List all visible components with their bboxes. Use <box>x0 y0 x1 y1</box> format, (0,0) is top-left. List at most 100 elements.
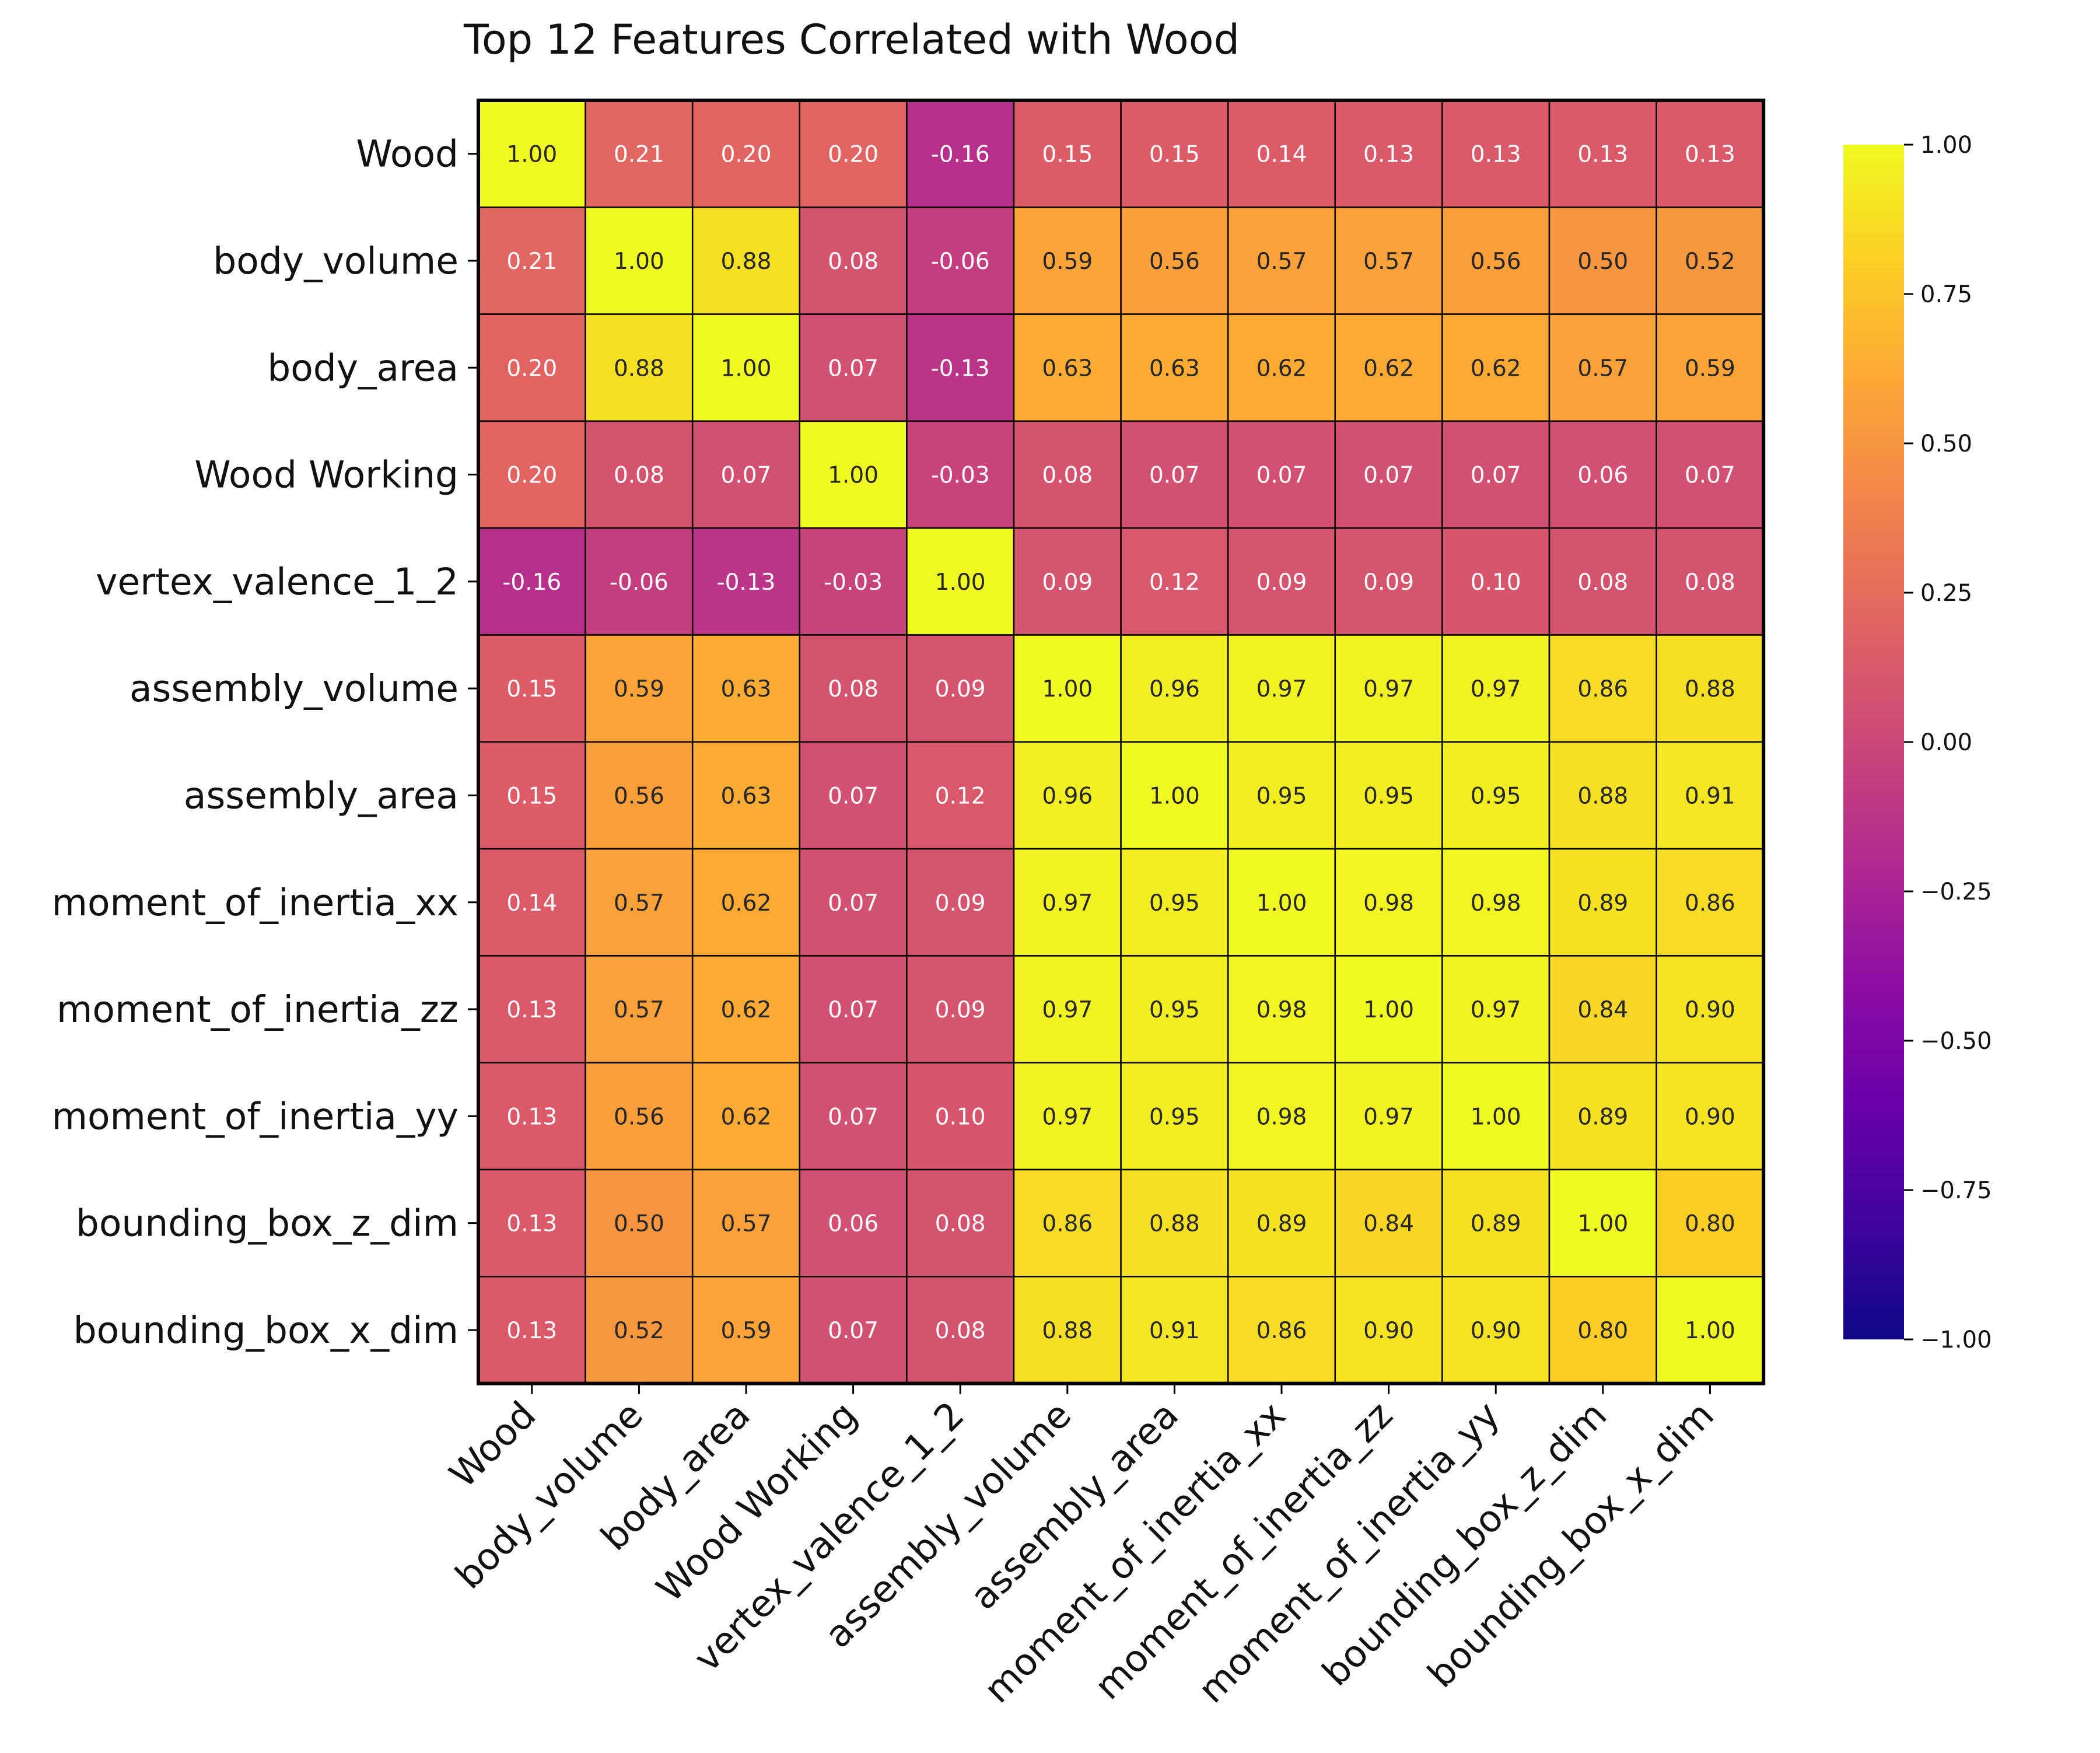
cell-value-label: 0.56 <box>1149 249 1200 275</box>
heatmap-cell <box>799 1168 908 1278</box>
heatmap-cell <box>477 207 586 315</box>
heatmap-cell <box>1548 1276 1657 1384</box>
cell-value-label: 0.08 <box>1685 569 1735 596</box>
cell-value-label: 0.91 <box>1685 783 1735 809</box>
heatmap-cell <box>1656 420 1765 529</box>
cell-value-label: 0.88 <box>614 355 664 382</box>
colorbar-tick-label: 0.75 <box>1920 281 1972 308</box>
colorbar-gradient <box>1843 145 1904 1339</box>
heatmap-cell <box>1656 313 1765 422</box>
y-tick-label: bounding_box_z_dim <box>76 1202 459 1245</box>
cell-value-label: 0.88 <box>721 249 772 275</box>
heatmap-cell <box>1120 527 1229 636</box>
cell-value-label: 0.97 <box>1471 676 1521 702</box>
heatmap-cell <box>691 1168 801 1278</box>
heatmap-cell <box>1013 527 1122 636</box>
cell-value-label: 0.07 <box>828 355 878 382</box>
cell-value-label: 0.07 <box>1256 463 1307 489</box>
heatmap-cell <box>1227 634 1336 743</box>
cell-value-label: 0.50 <box>1577 249 1628 275</box>
heatmap-cell <box>1227 1062 1336 1171</box>
cell-value-label: 0.09 <box>935 676 986 702</box>
heatmap-cell <box>1013 420 1122 529</box>
heatmap-cell <box>584 99 694 208</box>
heatmap-cell <box>1334 634 1443 743</box>
heatmap-cell <box>799 207 908 315</box>
cell-value-label: 0.13 <box>506 1318 557 1344</box>
cell-value-label: 1.00 <box>828 463 878 489</box>
cell-value-label: 0.21 <box>614 142 664 168</box>
heatmap-cell <box>584 420 694 529</box>
heatmap-cell <box>799 313 908 422</box>
heatmap-cell <box>1013 955 1122 1063</box>
cell-value-label: 0.09 <box>1363 569 1414 596</box>
cell-value-label: 0.07 <box>828 890 878 916</box>
heatmap-cell <box>584 741 694 850</box>
cell-value-label: 0.08 <box>1577 569 1628 596</box>
heatmap-cell <box>1013 1168 1122 1278</box>
heatmap-cell <box>1656 1062 1765 1171</box>
cell-value-label: 0.07 <box>828 997 878 1023</box>
cell-value-label: 0.88 <box>1149 1211 1200 1237</box>
heatmap-cell <box>1334 420 1443 529</box>
cell-value-label: 0.09 <box>935 890 986 916</box>
heatmap-cell <box>1334 741 1443 850</box>
heatmap-cell <box>1120 1062 1229 1171</box>
y-tick-label: assembly_area <box>184 774 459 817</box>
cell-value-label: 0.97 <box>1042 997 1093 1023</box>
cell-value-label: 0.06 <box>1577 463 1628 489</box>
cell-value-label: 0.07 <box>828 783 878 809</box>
cell-value-label: 0.08 <box>614 463 664 489</box>
cell-value-label: 0.98 <box>1256 1104 1307 1130</box>
cell-value-label: 0.91 <box>1149 1318 1200 1344</box>
heatmap-cell <box>1120 1276 1229 1384</box>
heatmap-cell <box>1013 99 1122 208</box>
cell-value-label: 0.89 <box>1256 1211 1307 1237</box>
heatmap-cell <box>1334 207 1443 315</box>
cell-value-label: 0.88 <box>1577 783 1628 809</box>
cell-value-label: 0.97 <box>1042 890 1093 916</box>
y-tick-label: body_volume <box>213 240 459 282</box>
heatmap-cell <box>1120 313 1229 422</box>
heatmap-cell <box>477 99 586 208</box>
heatmap-cell <box>1441 634 1550 743</box>
heatmap-cell <box>1441 1168 1550 1278</box>
cell-value-label: 0.13 <box>1577 142 1628 168</box>
heatmap-cell <box>1227 207 1336 315</box>
cell-value-label: 0.63 <box>1149 355 1200 382</box>
heatmap-cell <box>1548 313 1657 422</box>
cell-value-label: 0.13 <box>506 997 557 1023</box>
heatmap-cell <box>799 1062 908 1171</box>
heatmap-cell <box>1120 1168 1229 1278</box>
heatmap-cell <box>1334 1168 1443 1278</box>
cell-value-label: 0.97 <box>1363 1104 1414 1130</box>
y-tick-label: Wood <box>356 133 459 176</box>
cell-value-label: 0.90 <box>1685 997 1735 1023</box>
cell-value-label: 0.21 <box>506 249 557 275</box>
heatmap-cell <box>1656 99 1765 208</box>
heatmap-cell <box>1548 207 1657 315</box>
cell-value-label: 0.07 <box>1149 463 1200 489</box>
heatmap-cell <box>1120 634 1229 743</box>
heatmap-cell <box>1441 741 1550 850</box>
cell-value-label: -0.16 <box>502 569 561 596</box>
cell-value-label: 0.57 <box>721 1211 772 1237</box>
cell-value-label: 1.00 <box>1256 890 1307 916</box>
cell-value-label: 0.09 <box>1042 569 1093 596</box>
cell-value-label: 0.86 <box>1042 1211 1093 1237</box>
cell-value-label: 0.95 <box>1363 783 1414 809</box>
colorbar-tick-label: 0.00 <box>1920 729 1972 756</box>
cell-value-label: 0.80 <box>1685 1211 1735 1237</box>
y-axis: Wood body_volume body_area Wood Working vert… <box>52 133 478 1352</box>
cell-value-label: 0.15 <box>1149 142 1200 168</box>
colorbar-tick-label: 1.00 <box>1920 132 1972 159</box>
heatmap-cell <box>1227 527 1336 636</box>
cell-value-label: 0.15 <box>506 783 557 809</box>
cell-value-label: 0.56 <box>1471 249 1521 275</box>
heatmap-cell <box>584 1062 694 1171</box>
heatmap-cell <box>1548 420 1657 529</box>
y-tick-label: moment_of_inertia_zz <box>57 988 459 1031</box>
colorbar: 1.00 0.75 0.50 0.25 0.00 −0.25 −0.50 −0.75 −1.00 <box>1843 132 1992 1353</box>
heatmap-cell <box>477 848 586 957</box>
